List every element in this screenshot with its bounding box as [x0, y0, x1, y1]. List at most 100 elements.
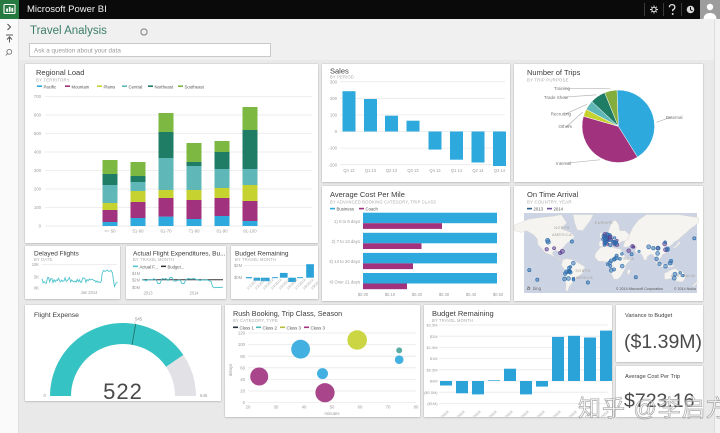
- svg-text:Q2 13: Q2 13: [386, 168, 398, 173]
- svg-text:Coach: Coach: [366, 207, 379, 212]
- svg-text:20: 20: [246, 405, 251, 410]
- svg-text:3) 14 to 20 days: 3) 14 to 20 days: [329, 259, 360, 264]
- svg-text:Jan 2014: Jan 2014: [81, 290, 99, 295]
- svg-text:© 2014 Nokia: © 2014 Nokia: [674, 287, 696, 291]
- svg-text:100: 100: [330, 113, 338, 118]
- svg-text:71-80: 71-80: [189, 229, 201, 234]
- svg-text:5/1/2014: 5/1/2014: [500, 410, 513, 417]
- svg-text:545: 545: [135, 317, 143, 322]
- svg-text:BY ADVANCED BOOKING CATEGORY,: BY ADVANCED BOOKING CATEGORY, TRIP CLASS: [330, 200, 436, 205]
- svg-text:2/1/2014: 2/1/2014: [452, 410, 465, 417]
- svg-text:645: 645: [200, 393, 208, 398]
- svg-text:50: 50: [330, 405, 335, 410]
- svg-text:Recruiting: Recruiting: [551, 112, 572, 117]
- svg-text:Internal: Internal: [556, 161, 571, 166]
- svg-text:11/1/2014: 11/1/2014: [595, 410, 610, 417]
- svg-text:300: 300: [34, 168, 42, 173]
- svg-text:Flight Expense: Flight Expense: [34, 312, 79, 319]
- svg-text:61-70: 61-70: [161, 229, 173, 234]
- svg-text:100: 100: [34, 205, 42, 210]
- svg-text:10/1/2014: 10/1/2014: [579, 410, 594, 417]
- svg-text:$2M: $2M: [234, 263, 243, 268]
- svg-text:$0.20: $0.20: [412, 292, 423, 297]
- svg-text:Q3 14: Q3 14: [494, 168, 506, 173]
- svg-text:Q1 13: Q1 13: [365, 168, 377, 173]
- svg-text:Average Cost Per Trip: Average Cost Per Trip: [625, 374, 680, 380]
- svg-text:External: External: [666, 115, 683, 120]
- svg-text:<= 50: <= 50: [105, 229, 117, 234]
- svg-text:BY TRIP PURPOSE: BY TRIP PURPOSE: [527, 78, 569, 83]
- svg-text:Average Cost Per Mile: Average Cost Per Mile: [330, 190, 405, 199]
- svg-text:Number of Trips: Number of Trips: [527, 68, 581, 77]
- svg-text:Q4 13: Q4 13: [429, 168, 441, 173]
- svg-text:600: 600: [34, 113, 42, 118]
- svg-text:$0M: $0M: [132, 285, 141, 290]
- svg-text:$2.5M: $2.5M: [427, 323, 438, 328]
- svg-text:($1M): ($1M): [427, 401, 438, 406]
- svg-text:BY TRAVEL MONTH: BY TRAVEL MONTH: [133, 257, 174, 262]
- svg-text:Budget Remaining: Budget Remaining: [235, 251, 289, 258]
- svg-text:$2M: $2M: [132, 278, 141, 283]
- svg-text:Regional Load: Regional Load: [36, 68, 84, 77]
- svg-text:100: 100: [238, 342, 246, 347]
- svg-text:Actual F...: Actual F...: [140, 264, 158, 269]
- svg-text:BY CATEGORY, TYPE: BY CATEGORY, TYPE: [233, 318, 278, 323]
- svg-text:BY DATE: BY DATE: [34, 257, 53, 262]
- svg-text:$0.50: $0.50: [493, 292, 504, 297]
- svg-text:BY COUNTRY, YEAR: BY COUNTRY, YEAR: [527, 200, 572, 205]
- svg-text:0: 0: [44, 393, 47, 398]
- svg-text:Actual Flight Expenditures, Bu: Actual Flight Expenditures, Bu...: [133, 251, 226, 258]
- svg-text:Rush Booking, Trip Class, Seas: Rush Booking, Trip Class, Season: [233, 309, 342, 318]
- svg-text:400: 400: [34, 150, 42, 155]
- svg-text:81-90: 81-90: [217, 229, 229, 234]
- svg-text:300: 300: [330, 79, 338, 84]
- svg-text:Business: Business: [337, 207, 354, 212]
- svg-text:2) 7 to 13 days: 2) 7 to 13 days: [332, 239, 360, 244]
- svg-text:Q3 13: Q3 13: [407, 168, 419, 173]
- svg-text:Class 3: Class 3: [311, 325, 326, 330]
- svg-text:522: 522: [103, 379, 143, 401]
- svg-text:$4M: $4M: [132, 271, 141, 276]
- svg-text:BY PERIOD: BY PERIOD: [330, 75, 354, 80]
- svg-text:Q4 12: Q4 12: [343, 168, 355, 173]
- svg-text:Plains: Plains: [104, 84, 116, 89]
- svg-text:0: 0: [39, 224, 42, 229]
- svg-text:AMERICA: AMERICA: [552, 233, 572, 237]
- svg-text:1/1/2014: 1/1/2014: [436, 410, 449, 417]
- svg-text:minutes: minutes: [324, 411, 339, 416]
- svg-text:Central: Central: [129, 84, 143, 89]
- svg-text:4/1/2014: 4/1/2014: [484, 410, 497, 417]
- svg-text:Class 3: Class 3: [287, 325, 302, 330]
- svg-text:Northeast: Northeast: [155, 84, 174, 89]
- svg-text:91-100: 91-100: [243, 229, 257, 234]
- svg-text:Pacific: Pacific: [44, 84, 58, 89]
- svg-text:-100: -100: [328, 146, 337, 151]
- svg-text:$0M: $0M: [234, 275, 243, 280]
- svg-text:Q1 14: Q1 14: [451, 168, 463, 173]
- svg-text:10K: 10K: [32, 262, 40, 267]
- svg-text:AMERICA: AMERICA: [573, 276, 593, 280]
- svg-text:$0.5M: $0.5M: [427, 367, 438, 372]
- svg-text:6/1/2014: 6/1/2014: [516, 410, 529, 417]
- svg-text:60: 60: [240, 365, 245, 370]
- svg-text:200: 200: [330, 96, 338, 101]
- svg-text:700: 700: [34, 94, 42, 99]
- svg-text:Training: Training: [554, 86, 571, 91]
- svg-text:($0.5M): ($0.5M): [424, 390, 438, 395]
- svg-text:Budget Remaining: Budget Remaining: [432, 309, 494, 318]
- svg-text:AFRICA: AFRICA: [618, 257, 634, 261]
- svg-text:BY TRAVEL MONTH: BY TRAVEL MONTH: [235, 257, 276, 262]
- svg-text:EUROPE: EUROPE: [595, 221, 614, 225]
- svg-text:Ask a question about your data: Ask a question about your data: [34, 48, 121, 55]
- svg-text:$0.40: $0.40: [466, 292, 477, 297]
- svg-text:51-60: 51-60: [133, 229, 145, 234]
- svg-text:0K: 0K: [34, 286, 39, 291]
- svg-text:Southeast: Southeast: [185, 84, 205, 89]
- svg-text:3/1/2014: 3/1/2014: [468, 410, 481, 417]
- svg-text:80: 80: [414, 405, 419, 410]
- svg-text:Trade Show: Trade Show: [544, 95, 569, 100]
- svg-text:Q2 14: Q2 14: [472, 168, 484, 173]
- svg-text:1) 0 to 6 days: 1) 0 to 6 days: [334, 219, 360, 224]
- svg-text:$0M: $0M: [430, 379, 438, 384]
- svg-text:Budget...: Budget...: [168, 264, 185, 269]
